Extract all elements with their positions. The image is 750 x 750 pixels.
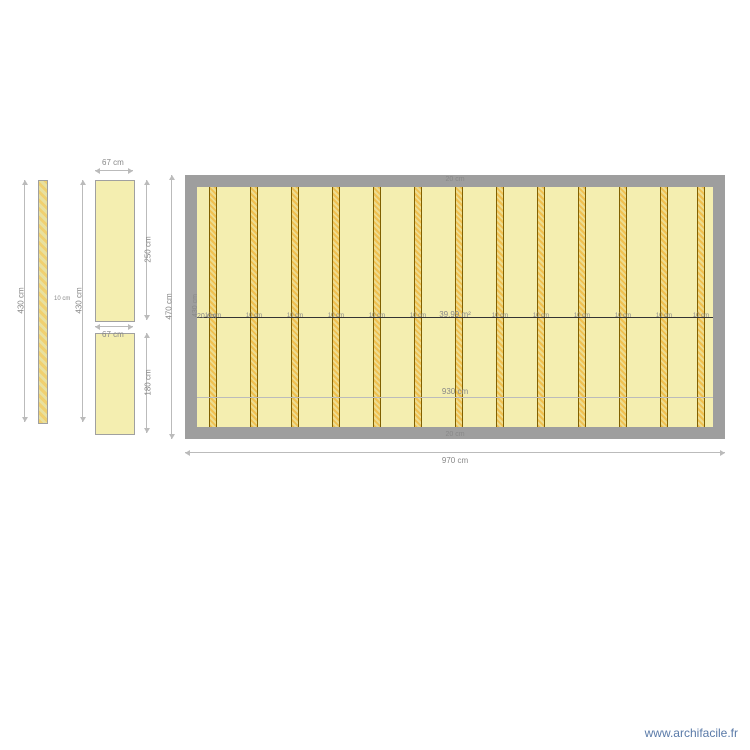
main-area-label: 39.99 m² <box>185 310 725 319</box>
dim-panel2-side: 430 cm <box>75 287 84 313</box>
main-plan: 10 cm 10 cm 10 cm 10 cm 10 cm 10 cm 10 c… <box>185 175 725 439</box>
main-left-wall-label: 20 cm <box>197 313 216 320</box>
dim-panel3-height: 180 cm <box>144 369 153 395</box>
dim-panel1-width: 10 cm <box>54 296 70 302</box>
main-inner-width-line <box>197 397 713 398</box>
main-inner-width-label: 930 cm <box>185 387 725 396</box>
dim-main-inner-height: 430 cm <box>192 294 199 317</box>
dim-main-height: 470 cm <box>165 293 174 319</box>
dim-main-width: 970 cm <box>185 456 725 465</box>
dim-line-panel2-width <box>95 170 133 171</box>
main-top-wall-label: 20 cm <box>185 176 725 183</box>
panel-thin-strip <box>38 180 48 424</box>
watermark-link[interactable]: www.archifacile.fr <box>645 726 738 740</box>
dim-line-main-width <box>185 452 725 453</box>
panel-upper-rect <box>95 180 135 322</box>
dim-panel1-height: 430 cm <box>17 287 26 313</box>
dim-panel2-height: 250 cm <box>144 236 153 262</box>
dim-panel3-width: 67 cm <box>102 330 124 339</box>
dim-panel2-width: 67 cm <box>102 158 124 167</box>
panel-lower-rect <box>95 333 135 435</box>
main-bottom-wall-label: 20 cm <box>185 431 725 438</box>
dim-line-panel3-width <box>95 326 133 327</box>
